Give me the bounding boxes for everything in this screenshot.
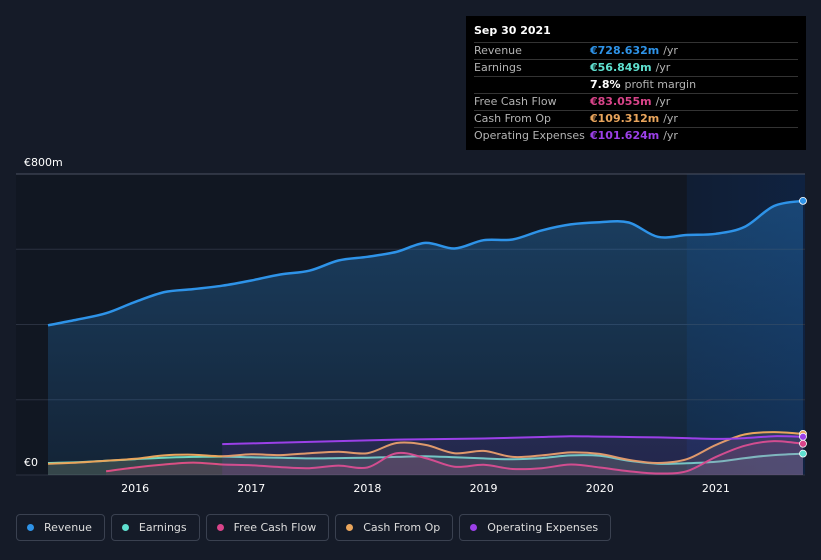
series-end-point-free-cash-flow <box>799 439 807 448</box>
tooltip-row-label: Operating Expenses <box>474 129 585 142</box>
series-line-operating-expenses <box>222 435 804 446</box>
x-tick-label: 2020 <box>586 482 614 495</box>
tooltip-row-value: 7.8% <box>590 78 621 91</box>
legend-item-free-cash-flow[interactable]: Free Cash Flow <box>205 514 330 541</box>
legend-dot-icon <box>121 524 129 531</box>
legend-label: Cash From Op <box>363 521 441 534</box>
legend-label: Operating Expenses <box>487 521 599 534</box>
series-line-earnings <box>47 452 804 465</box>
tooltip-row-label: Free Cash Flow <box>474 95 557 108</box>
y-axis-bottom-label: €0 <box>24 456 38 469</box>
series-end-point-revenue <box>799 196 807 205</box>
legend-item-cash-from-op[interactable]: Cash From Op <box>335 514 454 541</box>
legend-label: Revenue <box>44 521 92 534</box>
legend-item-revenue[interactable]: Revenue <box>16 514 105 541</box>
legend-label: Free Cash Flow <box>233 521 317 534</box>
x-tick-label: 2016 <box>121 482 149 495</box>
tooltip-row: Cash From Op €109.312m/yr <box>474 111 798 128</box>
series-layer <box>47 199 804 475</box>
tooltip-row-unit: /yr <box>663 44 678 57</box>
tooltip-row: Free Cash Flow €83.055m/yr <box>474 94 798 111</box>
x-tick-label: 2021 <box>702 482 730 495</box>
legend-label: Earnings <box>138 521 187 534</box>
series-area-free-cash-flow <box>106 441 804 475</box>
x-axis: 2016 2017 2018 2019 2020 2021 <box>121 482 730 495</box>
x-tick-label: 2017 <box>237 482 265 495</box>
tooltip-rows: Revenue €728.632m/yr Earnings €56.849m/yr 7.… <box>474 43 798 144</box>
tooltip-row: Revenue €728.632m/yr <box>474 43 798 60</box>
series-area-operating-expenses <box>222 436 803 475</box>
tooltip-row-value: €83.055m <box>590 95 652 108</box>
end-dots <box>799 196 807 458</box>
tooltip-date: Sep 30 2021 <box>474 22 798 43</box>
legend: Revenue Earnings Free Cash Flow Cash From O… <box>16 514 612 541</box>
tooltip-row-value: €56.849m <box>590 61 652 74</box>
x-tick-label: 2018 <box>353 482 381 495</box>
tooltip-row: Earnings €56.849m/yr <box>474 60 798 77</box>
legend-item-operating-expenses[interactable]: Operating Expenses <box>459 514 612 541</box>
legend-dot-icon <box>346 524 354 531</box>
series-end-point-earnings <box>799 449 807 458</box>
tooltip-row-unit: /yr <box>655 95 671 108</box>
tooltip-row-unit: profit margin <box>624 78 697 91</box>
tooltip-row-unit: /yr <box>663 129 678 142</box>
series-line-revenue <box>47 199 804 327</box>
legend-dot-icon <box>216 524 224 531</box>
series-area-revenue <box>48 200 803 475</box>
series-end-point-operating-expenses <box>799 432 807 441</box>
tooltip-row-value: €109.312m <box>590 112 660 125</box>
legend-dot-icon <box>27 524 34 531</box>
tooltip-row: 7.8% profit margin <box>474 77 798 94</box>
tooltip-row-label: Revenue <box>474 44 522 57</box>
y-axis-top-label: €800m <box>24 156 63 169</box>
tooltip-row: Operating Expenses €101.624m/yr <box>474 128 798 144</box>
tooltip-row-label <box>474 77 590 93</box>
tooltip-row-unit: /yr <box>655 61 671 74</box>
x-tick-label: 2019 <box>470 482 498 495</box>
tooltip-row-value: €101.624m <box>590 129 660 142</box>
legend-dot-icon <box>470 524 478 531</box>
tooltip-row-label: Cash From Op <box>474 112 552 125</box>
series-line-free-cash-flow <box>105 440 804 475</box>
tooltip-row-value: €728.632m <box>590 44 660 57</box>
tooltip-row-unit: /yr <box>663 112 678 125</box>
series-area-cash-from-op <box>48 432 803 475</box>
data-tooltip: Sep 30 2021 Revenue €728.632m/yr Earnings €… <box>466 16 806 150</box>
series-line-cash-from-op <box>47 431 804 465</box>
tooltip-row-label: Earnings <box>474 61 522 74</box>
legend-item-earnings[interactable]: Earnings <box>110 514 200 541</box>
